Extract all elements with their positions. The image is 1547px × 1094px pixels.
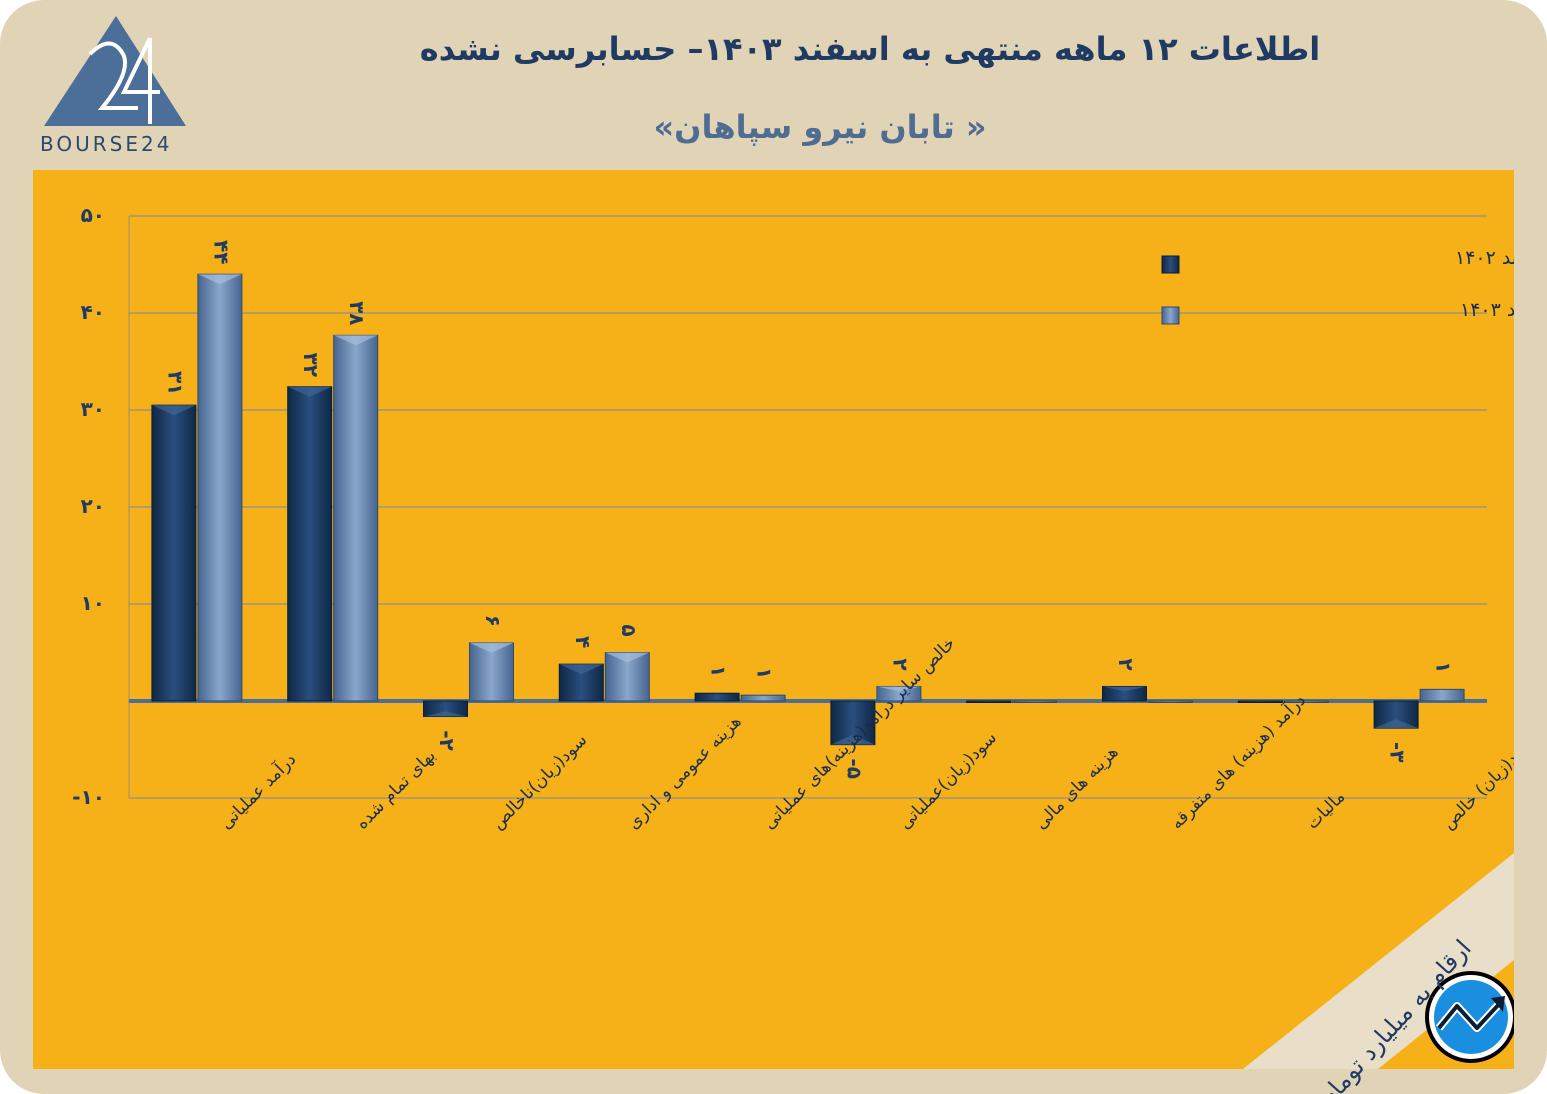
data-label: ۴۴ xyxy=(209,240,233,264)
bar-bevel xyxy=(197,274,242,285)
bar-bevel xyxy=(876,686,921,692)
bar-1402 xyxy=(966,700,1012,703)
y-tick-label: ۳۰ xyxy=(81,397,105,421)
bar-bevel xyxy=(830,734,875,745)
brand-trend-icon xyxy=(1425,971,1514,1063)
bar-bevel xyxy=(1374,719,1419,729)
data-label: ۵ xyxy=(617,624,641,636)
data-label: ۲ xyxy=(888,658,912,670)
bar-bevel xyxy=(559,664,604,675)
bar-bevel xyxy=(423,711,468,717)
legend-label-1403: عملکرد منتهی به اسفند ۱۴۰۳ xyxy=(1460,299,1514,321)
x-tick-label: بهای تمام شده xyxy=(352,746,440,834)
y-tick-label: ۴۰ xyxy=(81,300,105,324)
bar-1403 xyxy=(1283,700,1329,703)
x-tick-label: درآمد عملیاتی xyxy=(215,748,300,833)
bar-1403 xyxy=(1012,700,1058,703)
y-tick-label: ۵۰ xyxy=(81,203,105,227)
bar-1403 xyxy=(740,694,786,702)
x-tick-label: مالیات xyxy=(1303,787,1350,834)
bar-bevel xyxy=(605,652,650,663)
data-label: ۱ xyxy=(753,667,777,679)
bar-bevel xyxy=(151,405,196,416)
data-label: ۱ xyxy=(707,665,731,677)
data-label: ۱ xyxy=(1432,661,1456,673)
y-tick-label: -۱۰ xyxy=(72,785,105,809)
y-tick-label: ۱۰ xyxy=(81,591,105,615)
bar-1402 xyxy=(694,692,740,702)
bar-bevel xyxy=(287,386,332,397)
company-name: « تابان نیرو سپاهان» xyxy=(653,108,987,146)
x-tick-label: سود(زیان)ناخالص xyxy=(488,730,591,833)
bar-1402 xyxy=(287,386,333,702)
bar-chart: -۱۰ ۱۰ ۲۰ ۳۰ ۴۰ ۵۰ ۳۱ ۴۴ ۳۲ ۳۸ -۲ ۶ ۴ ۵ ۱ ۱ -۵ ۲ ۲ -۳ ۱ درآ… xyxy=(72,203,1514,1069)
data-label: -۵ xyxy=(842,758,866,779)
bar-bevel xyxy=(1102,686,1147,692)
bar-bevel xyxy=(333,335,378,346)
logo-text: BOURSE24 xyxy=(40,132,173,156)
chart-panel: -۱۰ ۱۰ ۲۰ ۳۰ ۴۰ ۵۰ ۳۱ ۴۴ ۳۲ ۳۸ -۲ ۶ ۴ ۵ ۱ ۱ -۵ ۲ ۲ -۳ ۱ درآ… xyxy=(33,170,1514,1069)
y-tick-label: ۲۰ xyxy=(81,494,105,518)
bar-1403 xyxy=(1419,688,1465,702)
legend-swatch-1402 xyxy=(1161,255,1180,274)
x-tick-label: درآمد (هزینه) های متفرقه xyxy=(1165,689,1309,833)
bar-1403 xyxy=(197,273,243,702)
bar-bevel xyxy=(469,642,514,653)
data-label: ۳۲ xyxy=(299,353,323,377)
data-label: ۳۸ xyxy=(345,301,369,325)
bar-1402 xyxy=(1237,700,1283,703)
logo-triangle-icon xyxy=(44,16,186,126)
bar-1402 xyxy=(151,404,197,702)
legend: عملکرد منتهی به اسفند ۱۴۰۲ عملکرد منتهی … xyxy=(1161,247,1514,325)
x-tick-label: هزینه های مالی xyxy=(1031,742,1122,833)
data-label: -۳ xyxy=(1386,742,1410,763)
x-tick-label: هزینه عمومی و اداری xyxy=(624,712,746,834)
bar-1403 xyxy=(333,334,379,702)
data-label: ۲ xyxy=(1114,658,1138,670)
data-label: ۴ xyxy=(571,636,595,648)
legend-label-1402: عملکرد منتهی به اسفند ۱۴۰۲ xyxy=(1455,247,1514,269)
legend-swatch-1403 xyxy=(1161,306,1180,325)
data-label: ۶ xyxy=(481,615,505,627)
data-label: -۲ xyxy=(435,730,459,751)
x-tick-label: سود(زیان) خالص xyxy=(1438,733,1514,833)
chart-title: اطلاعات ۱۲ ماهه منتهی به اسفند ۱۴۰۳– حسا… xyxy=(419,30,1321,68)
bar-1403 xyxy=(1148,700,1193,703)
data-label: ۳۱ xyxy=(163,371,187,395)
x-tick-label: سود(زیان)عملیاتی xyxy=(895,728,1001,834)
